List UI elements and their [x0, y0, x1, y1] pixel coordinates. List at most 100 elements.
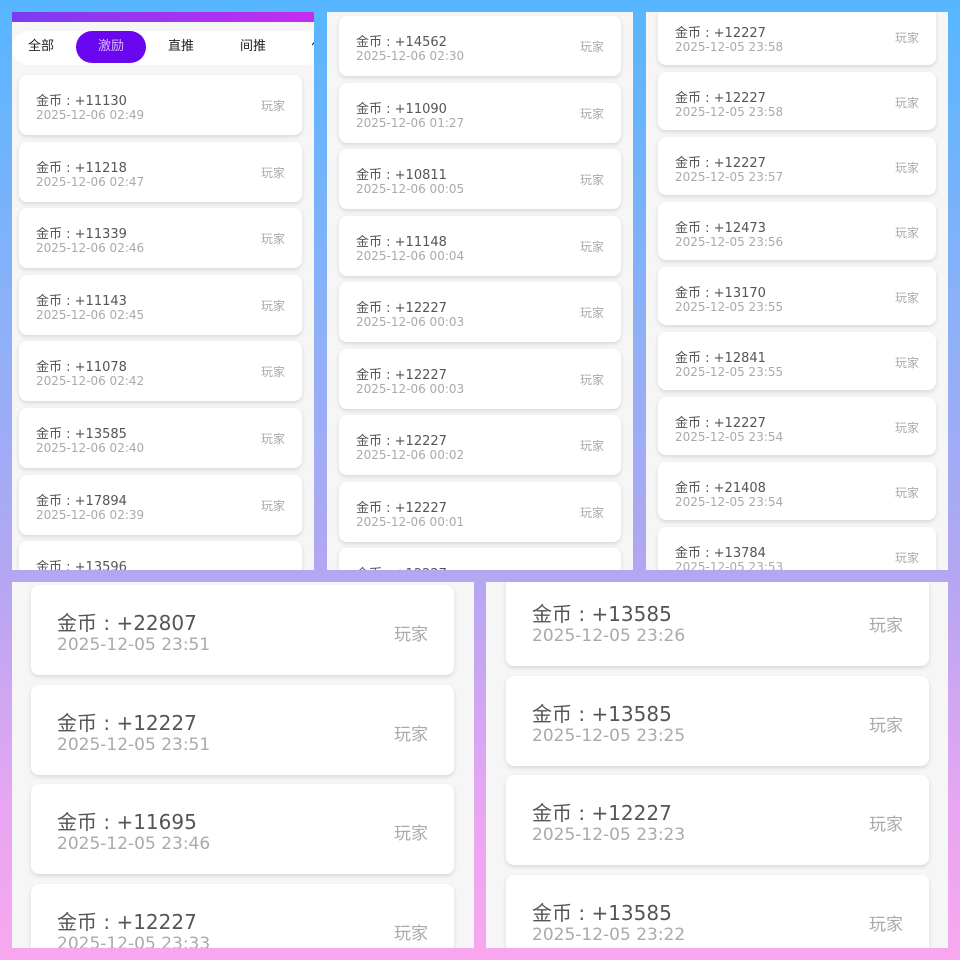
coin-amount: 金币 : +12227 [356, 434, 447, 449]
record-card[interactable]: 金币 : +12473 2025-12-05 23:56 玩家 [658, 202, 936, 260]
record-card[interactable]: 金币 : +12227 2025-12-06 00:03 玩家 [339, 282, 621, 342]
coin-amount: 金币 : +11143 [36, 293, 127, 309]
record-card[interactable]: 金币 : +11078 2025-12-06 02:42 玩家 [19, 341, 302, 402]
record-card[interactable]: 金币 : +13585 2025-12-06 02:40 玩家 [19, 408, 302, 468]
record-card[interactable]: 金币 : +12227 2025-12-05 23:54 玩家 [658, 397, 936, 455]
record-card[interactable]: 金币 : +10811 2025-12-06 00:05 玩家 [339, 149, 621, 209]
record-card[interactable]: 金币 : +12227 2025-12-05 23:58 玩家 [658, 12, 936, 65]
record-time: 2025-12-05 23:53 [675, 560, 784, 570]
coin-amount: 金币 : +22807 [57, 611, 197, 635]
record-card[interactable]: 金币 : +12227 2025-12-06 00:03 玩家 [339, 348, 621, 409]
tab-indirect[interactable]: 间推 [239, 39, 266, 54]
record-role: 玩家 [260, 432, 285, 446]
record-role: 玩家 [394, 924, 428, 945]
record-time: 2025-12-06 02:40 [36, 441, 145, 455]
coin-amount: 金币 : +11130 [36, 94, 127, 109]
record-time: 2025-12-05 23:55 [675, 300, 784, 314]
record-time: 2025-12-05 23:55 [675, 365, 784, 379]
record-role: 玩家 [260, 165, 285, 180]
record-card[interactable]: 金币 : +12227 2025-12-05 23:57 玩家 [658, 137, 936, 195]
header-bar [12, 12, 314, 22]
record-role: 玩家 [894, 291, 919, 305]
record-card[interactable]: 金币 : +11218 2025-12-06 02:47 玩家 [19, 141, 302, 202]
coin-amount: 金币 : +11218 [36, 160, 127, 176]
record-card[interactable]: 金币 : +21408 2025-12-05 23:54 玩家 [658, 462, 936, 520]
record-time: 2025-12-06 00:04 [356, 248, 465, 263]
record-card[interactable]: 金币 : +12227 2025-12-05 23:58 玩家 [658, 72, 936, 130]
coin-amount: 金币 : +13585 [532, 901, 672, 926]
record-time: 2025-12-05 23:26 [532, 626, 686, 646]
coin-amount: 金币 : +12227 [356, 367, 447, 383]
record-role: 玩家 [394, 824, 428, 845]
record-role: 玩家 [260, 232, 285, 247]
record-role: 玩家 [579, 306, 604, 320]
record-card[interactable]: 金币 : +12227 2025-12-05 23:33 玩家 [31, 884, 454, 948]
record-card[interactable]: 金币 : +11090 2025-12-06 01:27 玩家 [339, 82, 621, 143]
tab-direct[interactable]: 直推 [167, 39, 194, 54]
record-role: 玩家 [579, 439, 604, 453]
coin-amount: 金币 : +11695 [57, 810, 197, 835]
screenshot-panel-2: 金币 : +14562 2025-12-06 02:30 玩家 金币 : +110… [327, 12, 633, 570]
record-time: 2025-12-06 02:30 [356, 49, 465, 63]
record-time: 2025-12-05 23:58 [675, 105, 784, 119]
coin-amount: 金币 : +12227 [57, 710, 197, 735]
record-role: 玩家 [394, 724, 428, 745]
record-role: 玩家 [894, 356, 919, 370]
record-time: 2025-12-06 02:47 [36, 174, 145, 189]
record-role: 玩家 [894, 31, 919, 45]
record-time: 2025-12-06 02:39 [36, 507, 145, 522]
record-role: 玩家 [894, 551, 919, 565]
record-time: 2025-12-05 23:56 [675, 235, 784, 249]
record-card[interactable]: 金币 : +12227 2025-12-05 23:51 玩家 [31, 684, 454, 775]
coin-amount: 金币 : +13585 [36, 427, 127, 442]
record-card[interactable]: 金币 : +13585 2025-12-05 23:25 玩家 [506, 675, 929, 766]
record-card[interactable]: 金币 : +13585 2025-12-05 23:22 玩家 [506, 875, 929, 948]
record-time: 2025-12-06 02:46 [36, 241, 145, 256]
record-card[interactable]: 金币 : +12227 [339, 548, 621, 570]
record-card[interactable]: 金币 : +12227 2025-12-06 00:01 玩家 [339, 481, 621, 542]
record-card[interactable]: 金币 : +13170 2025-12-05 23:55 玩家 [658, 267, 936, 325]
record-card[interactable]: 金币 : +14562 2025-12-06 02:30 玩家 [339, 16, 621, 76]
record-role: 玩家 [260, 365, 285, 380]
record-time: 2025-12-06 00:02 [356, 448, 465, 462]
coin-amount: 金币 : +21408 [675, 481, 766, 496]
coin-amount: 金币 : +13784 [675, 546, 766, 561]
coin-amount: 金币 : +14562 [356, 35, 447, 50]
screenshot-panel-3: 金币 : +12227 2025-12-05 23:58 玩家 金币 : +122… [646, 12, 948, 570]
record-role: 玩家 [894, 421, 919, 435]
record-role: 玩家 [894, 486, 919, 500]
record-role: 玩家 [869, 915, 903, 936]
coin-amount: 金币 : +12473 [675, 221, 766, 236]
coin-amount: 金币 : +12227 [675, 26, 766, 41]
record-card[interactable]: 金币 : +11695 2025-12-05 23:46 玩家 [31, 784, 454, 875]
coin-amount: 金币 : +12227 [532, 801, 672, 826]
record-card[interactable]: 金币 : +12227 2025-12-05 23:23 玩家 [506, 775, 929, 866]
record-card[interactable]: 金币 : +11130 2025-12-06 02:49 玩家 [19, 75, 302, 135]
record-role: 玩家 [579, 505, 604, 520]
tab-incentive[interactable]: 激励 [76, 31, 146, 63]
record-time: 2025-12-06 02:45 [36, 307, 145, 322]
record-card[interactable]: 金币 : +12227 2025-12-06 00:02 玩家 [339, 415, 621, 475]
record-card[interactable]: 金币 : +13784 2025-12-05 23:53 玩家 [658, 527, 936, 570]
record-role: 玩家 [869, 715, 903, 736]
screenshot-panel-4: 金币 : +22807 2025-12-05 23:51 玩家 金币 : +122… [12, 582, 474, 948]
coin-amount: 金币 : +10811 [356, 168, 447, 183]
record-card[interactable]: 金币 : +11143 2025-12-06 02:45 玩家 [19, 274, 302, 335]
coin-amount: 金币 : +11339 [36, 227, 127, 243]
coin-amount: 金币 : +12227 [675, 416, 766, 431]
coin-amount: 金币 : +11148 [356, 234, 447, 250]
record-card[interactable]: 金币 : +12841 2025-12-05 23:55 玩家 [658, 332, 936, 390]
record-card[interactable]: 金币 : +13596 [19, 541, 302, 570]
tab-more[interactable]: 代 [308, 31, 314, 63]
record-role: 玩家 [579, 239, 604, 254]
record-card[interactable]: 金币 : +13585 2025-12-05 23:26 玩家 [506, 582, 929, 666]
record-card[interactable]: 金币 : +17894 2025-12-06 02:39 玩家 [19, 474, 302, 535]
record-time: 2025-12-06 00:01 [356, 514, 465, 529]
record-card[interactable]: 金币 : +22807 2025-12-05 23:51 玩家 [31, 585, 454, 675]
record-card[interactable]: 金币 : +11148 2025-12-06 00:04 玩家 [339, 215, 621, 276]
coin-amount: 金币 : +12227 [675, 91, 766, 106]
record-time: 2025-12-05 23:58 [675, 40, 784, 54]
record-role: 玩家 [579, 173, 604, 187]
tab-all[interactable]: 全部 [27, 39, 54, 54]
record-card[interactable]: 金币 : +11339 2025-12-06 02:46 玩家 [19, 208, 302, 269]
